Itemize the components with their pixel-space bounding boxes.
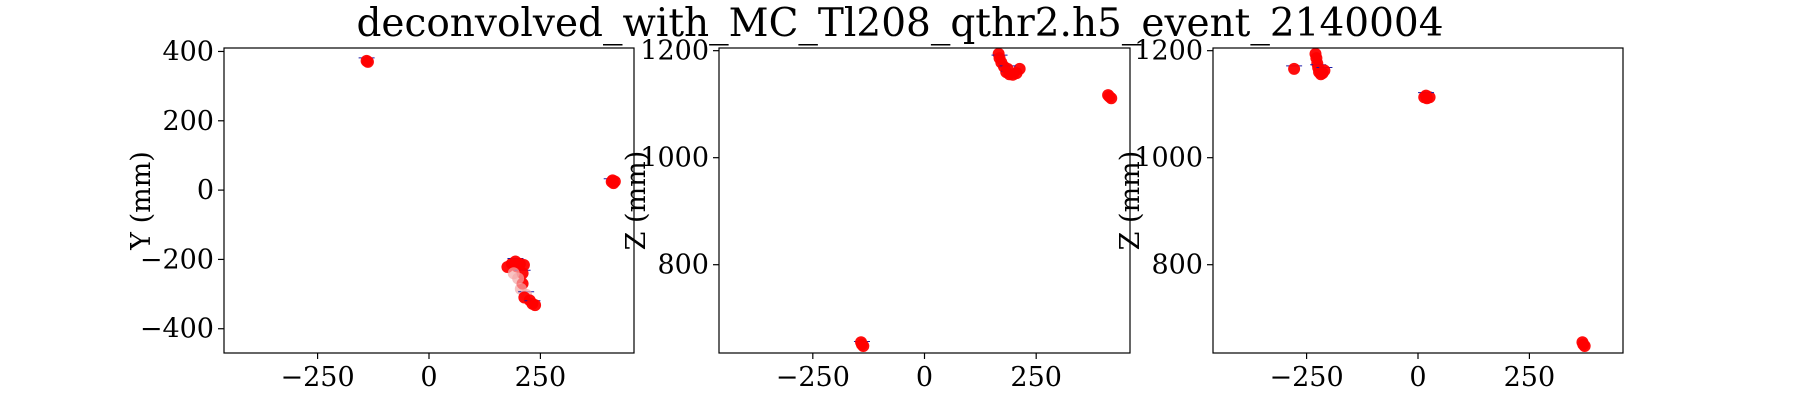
y-tick-label: 800 (1151, 250, 1203, 281)
y-tick-label: −200 (140, 244, 214, 275)
data-point (1420, 89, 1433, 102)
x-tick-label: 0 (1409, 362, 1426, 393)
x-tick-label: 0 (916, 362, 933, 393)
axes-frame (223, 47, 635, 354)
data-point (529, 299, 542, 312)
y-tick-label: 800 (657, 250, 709, 281)
panel-3: −250 0 250 800 1000 1200 Z (mm) (1115, 36, 1624, 393)
panel-2: −250 0 250 800 1000 1200 Z (mm) (621, 36, 1131, 393)
scatter-points (358, 54, 621, 312)
data-point (361, 55, 374, 68)
y-tick-label: 1200 (1134, 36, 1203, 67)
axes-frame (718, 47, 1131, 354)
x-tick-label: 250 (515, 362, 567, 393)
axes-frame (1212, 47, 1624, 354)
scatter-points (853, 47, 1118, 353)
y-tick-label: 0 (197, 175, 214, 206)
x-tick-label: −250 (776, 362, 850, 393)
panels: −250 0 250 −400 −200 0 200 400 Y (mm) −250 0 250 800… (126, 36, 1624, 393)
y-tick-label: 1000 (1134, 143, 1203, 174)
data-point (1102, 89, 1115, 102)
y-axis-label: Y (mm) (126, 151, 157, 251)
y-tick-label: −400 (140, 314, 214, 345)
y-axis-label: Z (mm) (1115, 151, 1146, 251)
data-point (1288, 62, 1301, 75)
data-point (507, 267, 520, 280)
data-point (1001, 62, 1014, 75)
data-point (1318, 64, 1331, 77)
scatter-points (1286, 47, 1591, 353)
data-point (1576, 336, 1589, 349)
y-axis-label: Z (mm) (621, 151, 652, 251)
x-tick-label: −250 (1270, 362, 1344, 393)
y-tick-label: 200 (162, 106, 214, 137)
x-tick-label: −250 (281, 362, 355, 393)
data-point (608, 175, 621, 188)
panel-1: −250 0 250 −400 −200 0 200 400 Y (mm) (126, 36, 635, 393)
x-tick-label: 250 (1010, 362, 1062, 393)
y-tick-label: 1000 (640, 143, 709, 174)
data-point (855, 336, 868, 349)
y-tick-label: 1200 (640, 36, 709, 67)
x-tick-label: 250 (1504, 362, 1556, 393)
figure-title: deconvolved_with_MC_Tl208_qthr2.h5_event… (356, 1, 1443, 46)
y-tick-label: 400 (162, 36, 214, 67)
x-tick-label: 0 (420, 362, 437, 393)
data-point (1013, 62, 1026, 75)
